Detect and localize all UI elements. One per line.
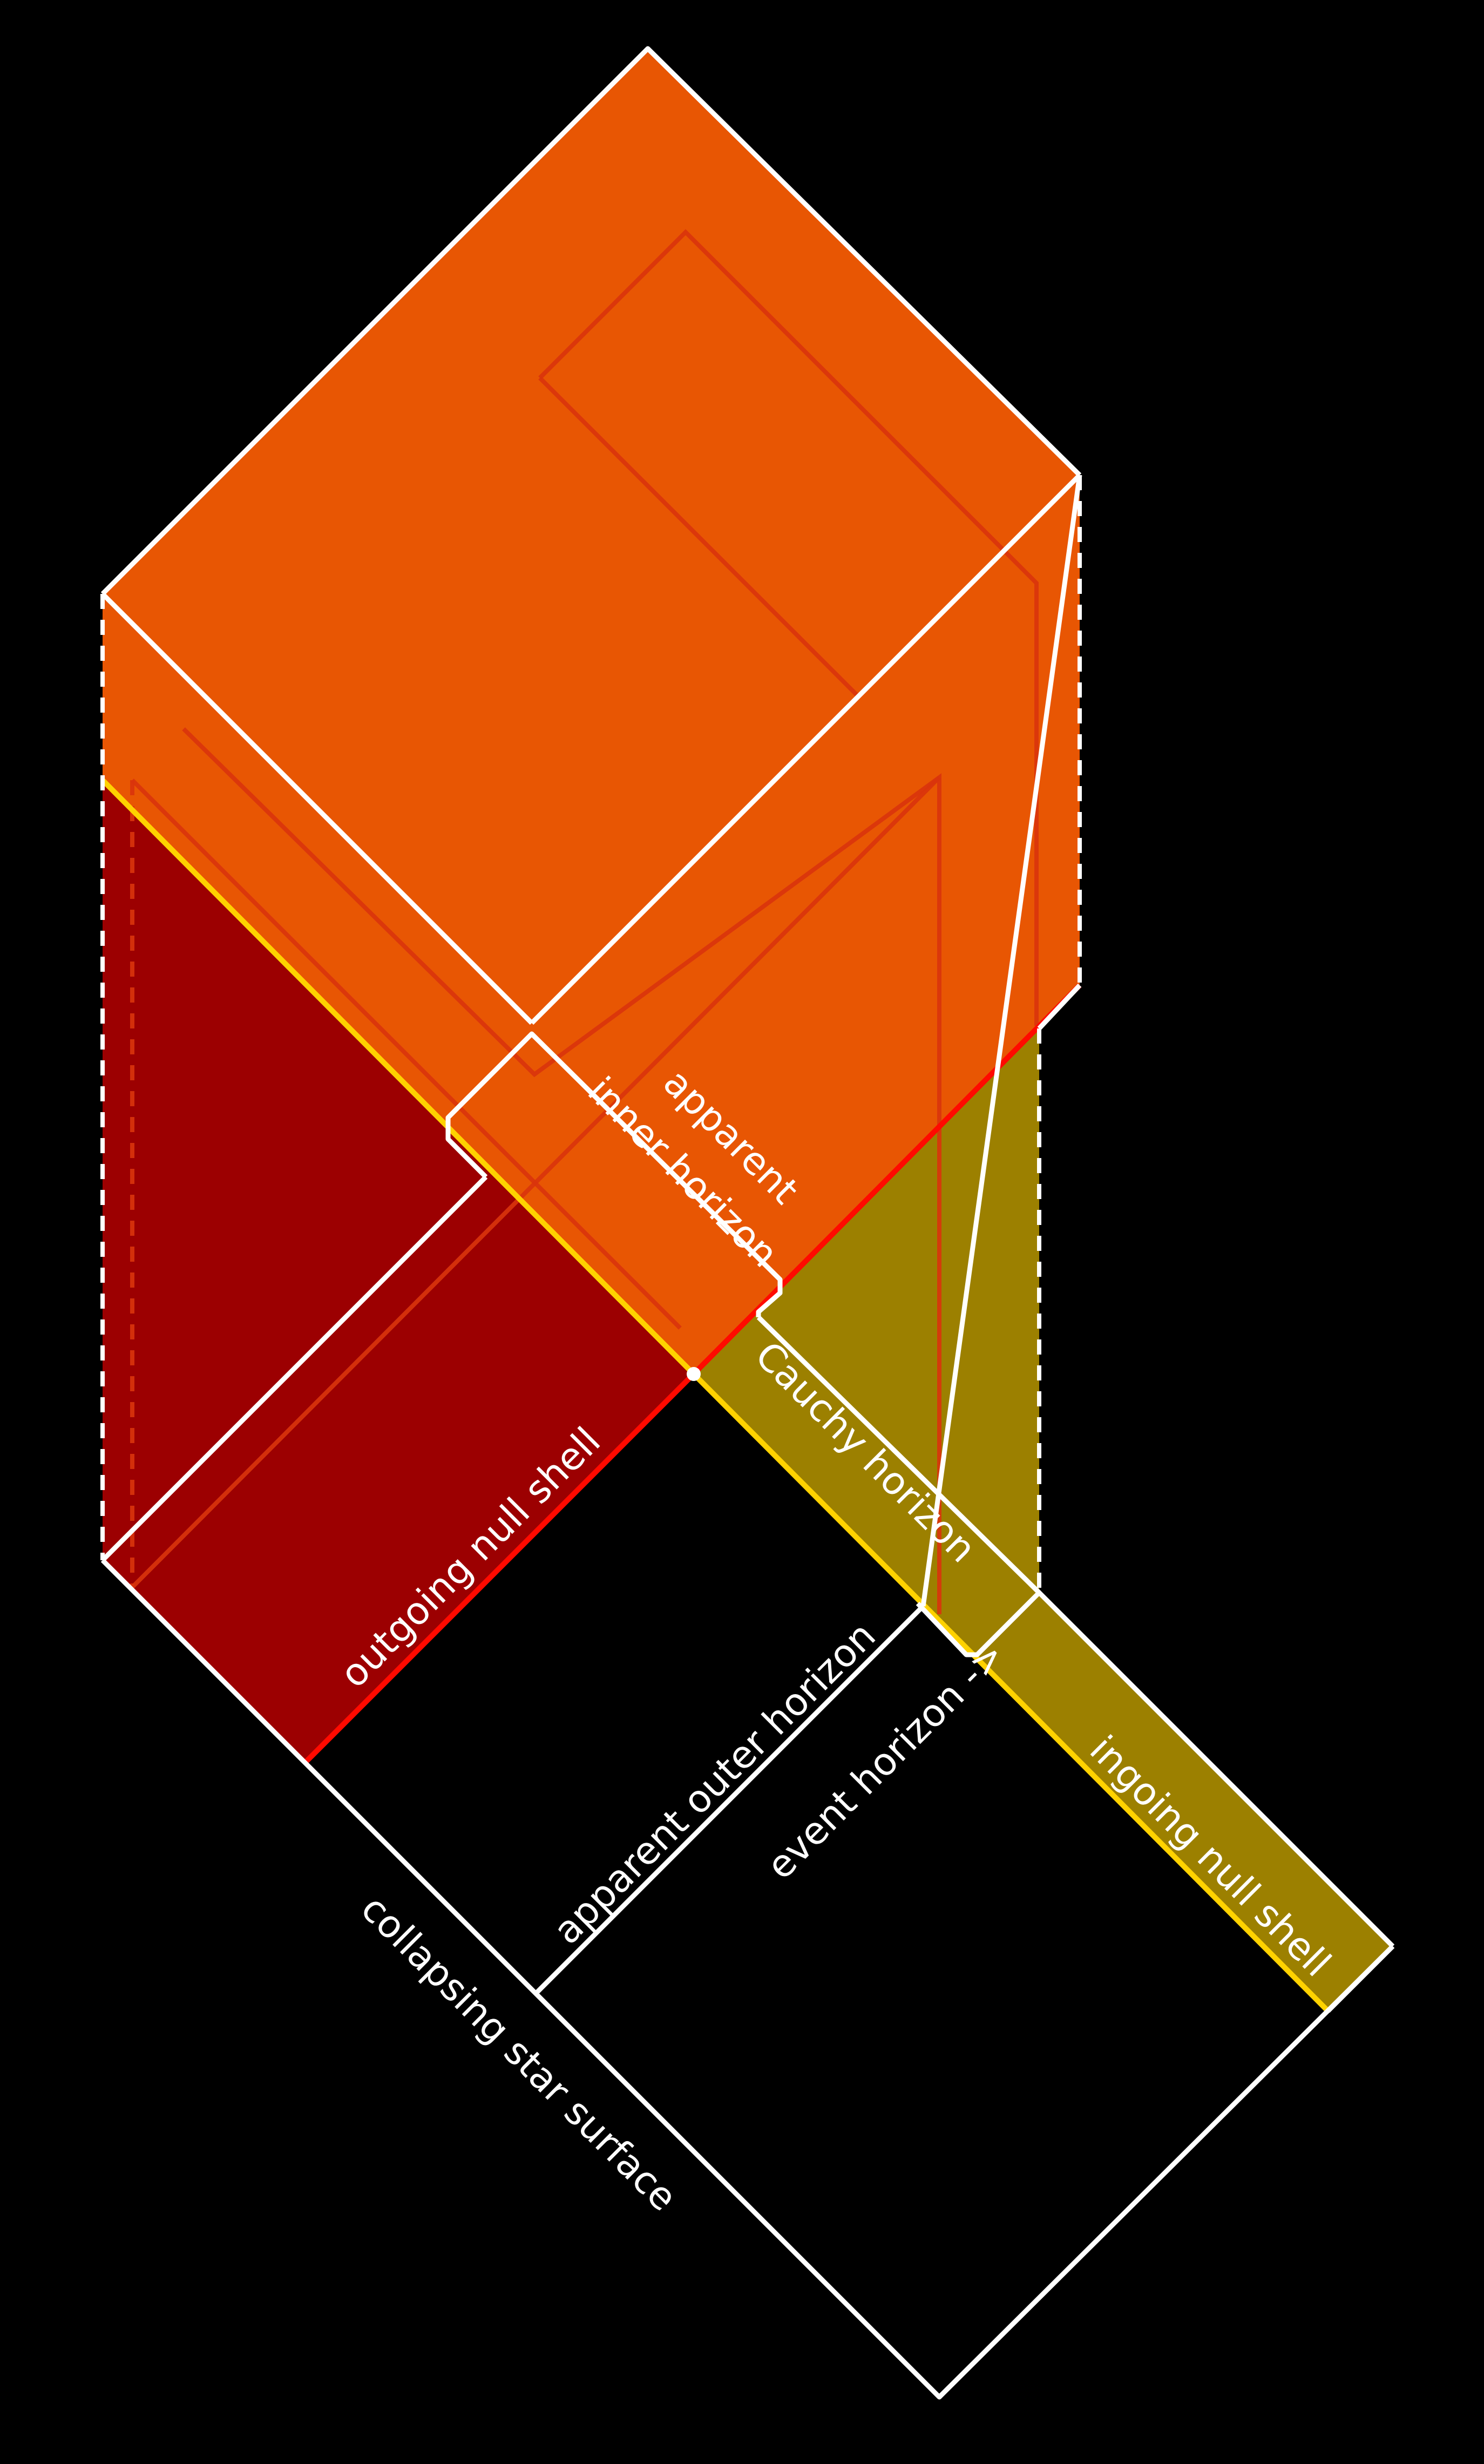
ingoing-shell-outer-edge xyxy=(1037,1590,1395,1948)
event-horizon-line xyxy=(920,475,1082,1607)
outer-boundary-top xyxy=(100,46,1082,596)
inner-null-line-4 xyxy=(131,779,682,1330)
inner-diagonal-upper xyxy=(100,592,534,1025)
yellow-null-line-lower xyxy=(692,1372,1330,2013)
inner-null-line-5 xyxy=(131,776,941,1589)
right-step xyxy=(1037,983,1082,1031)
inner-diagonal-outer xyxy=(100,1175,488,1562)
upper-right-diagonal xyxy=(991,473,1082,564)
apparent-outer-horizon-line xyxy=(532,1604,925,1997)
cauchy-horizon-outline xyxy=(756,1315,1042,1657)
inner-null-line-3 xyxy=(182,727,941,1614)
red-region xyxy=(103,780,694,1763)
olive-region xyxy=(694,1028,1393,2011)
bifurcation-point xyxy=(687,1367,701,1381)
inner-null-line-2 xyxy=(538,376,860,698)
collapsing-star-surface-label: collapsing star surface xyxy=(353,1886,686,2219)
apparent-inner-horizon-diagonal xyxy=(530,559,995,1025)
apparent-inner-horizon-outline xyxy=(445,1031,783,1317)
ingoing-shell-inner-edge xyxy=(1326,1944,1395,2013)
yellow-null-line-upper xyxy=(100,778,696,1376)
star-surface-boundary xyxy=(100,1558,1395,2400)
red-null-line-left xyxy=(303,1372,696,1765)
